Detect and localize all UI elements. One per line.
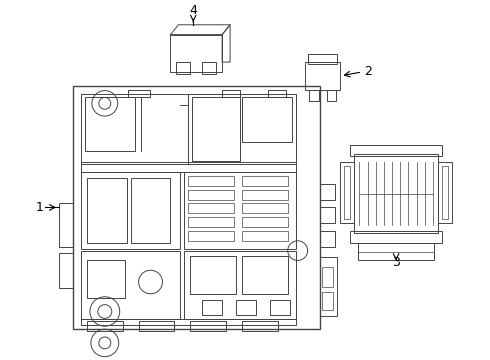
Circle shape bbox=[98, 305, 112, 318]
Bar bbox=[350, 145, 442, 156]
Bar bbox=[242, 321, 278, 331]
Circle shape bbox=[99, 98, 111, 109]
Bar bbox=[87, 321, 122, 331]
Bar bbox=[321, 292, 334, 310]
Bar bbox=[87, 260, 124, 298]
Bar bbox=[59, 203, 73, 247]
Bar bbox=[242, 176, 288, 186]
Bar bbox=[202, 62, 216, 74]
Bar bbox=[184, 172, 295, 249]
Bar bbox=[202, 300, 222, 315]
Bar bbox=[242, 256, 288, 294]
Bar bbox=[73, 86, 319, 329]
Bar bbox=[305, 62, 341, 90]
Bar bbox=[188, 217, 234, 227]
Bar bbox=[326, 90, 337, 102]
Bar bbox=[81, 319, 295, 325]
Text: 3: 3 bbox=[392, 256, 400, 269]
Bar bbox=[308, 54, 338, 64]
Bar bbox=[81, 162, 295, 172]
Bar bbox=[190, 321, 226, 331]
Bar bbox=[131, 178, 171, 243]
Bar bbox=[354, 154, 438, 233]
Bar bbox=[242, 203, 288, 213]
Bar bbox=[268, 90, 286, 98]
Bar bbox=[190, 256, 236, 294]
Bar bbox=[321, 267, 334, 287]
Bar bbox=[81, 94, 188, 164]
Text: 1: 1 bbox=[35, 201, 43, 214]
Bar bbox=[192, 98, 240, 161]
Bar bbox=[184, 251, 295, 319]
Bar bbox=[319, 257, 338, 316]
Bar bbox=[188, 231, 234, 241]
Bar bbox=[242, 98, 292, 141]
Bar bbox=[188, 176, 234, 186]
Bar bbox=[87, 178, 127, 243]
Bar bbox=[236, 300, 256, 315]
Bar bbox=[242, 217, 288, 227]
Bar bbox=[270, 300, 290, 315]
Bar bbox=[176, 62, 190, 74]
Bar bbox=[438, 162, 452, 223]
Bar bbox=[319, 184, 336, 199]
Bar bbox=[319, 231, 336, 247]
Bar bbox=[139, 321, 174, 331]
Bar bbox=[309, 90, 318, 102]
Bar bbox=[350, 231, 442, 243]
Text: 4: 4 bbox=[189, 4, 197, 17]
Text: 2: 2 bbox=[365, 66, 372, 78]
Bar bbox=[341, 162, 354, 223]
Bar bbox=[59, 253, 73, 288]
Bar bbox=[188, 203, 234, 213]
Bar bbox=[188, 190, 234, 199]
Bar bbox=[81, 251, 180, 319]
Bar bbox=[81, 172, 180, 249]
Bar bbox=[442, 166, 448, 219]
Bar bbox=[188, 94, 295, 164]
Bar bbox=[242, 231, 288, 241]
Bar bbox=[344, 166, 350, 219]
Bar bbox=[128, 90, 149, 98]
Bar bbox=[222, 90, 240, 98]
Bar bbox=[358, 243, 434, 260]
Circle shape bbox=[99, 337, 111, 349]
Bar bbox=[242, 190, 288, 199]
Bar bbox=[85, 98, 135, 152]
Bar bbox=[171, 35, 222, 72]
Bar bbox=[319, 207, 336, 223]
